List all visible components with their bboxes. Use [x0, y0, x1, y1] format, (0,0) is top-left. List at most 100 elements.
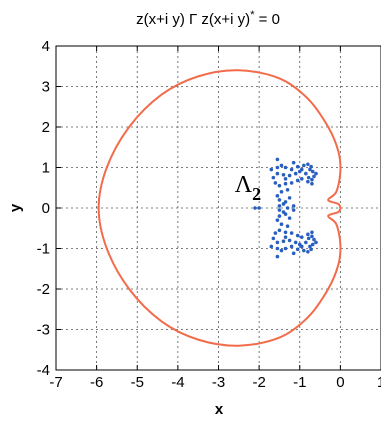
eigenvalue-point — [299, 244, 304, 249]
chart-title-superscript: * — [250, 9, 255, 21]
y-tick-label: 4 — [42, 38, 50, 55]
eigenvalue-point — [291, 208, 296, 212]
eigenvalue-point — [306, 175, 311, 180]
eigenvalue-point — [281, 202, 286, 206]
lambda-subscript: 2 — [252, 184, 261, 204]
eigenvalue-point — [273, 181, 278, 185]
eigenvalue-point — [285, 224, 290, 229]
eigenvalue-point — [279, 222, 284, 226]
eigenvalue-point — [277, 204, 282, 208]
y-axis-label: y — [7, 203, 24, 212]
x-tick-label: -7 — [49, 374, 62, 391]
eigenvalue-point — [306, 236, 311, 241]
eigenvalue-point — [275, 157, 280, 162]
eigenvalue-point — [277, 208, 282, 212]
eigenvalue-point — [275, 240, 280, 245]
eigenvalue-point — [295, 247, 300, 252]
eigenvalue-point — [271, 175, 276, 180]
eigenvalue-points — [253, 157, 318, 259]
x-tick-label: -6 — [90, 374, 103, 391]
eigenvalue-point — [289, 231, 294, 235]
eigenvalue-point — [309, 247, 313, 252]
eigenvalue-point — [289, 244, 294, 249]
eigenvalue-point — [283, 246, 288, 251]
y-tick-label: -1 — [37, 241, 50, 258]
eigenvalue-point — [277, 228, 282, 233]
eigenvalue-point — [279, 163, 284, 168]
eigenvalue-point — [304, 171, 308, 176]
eigenvalue-point — [306, 232, 310, 237]
eigenvalue-point — [283, 230, 288, 235]
lambda-symbol: Λ — [235, 172, 253, 198]
eigenvalue-point — [269, 244, 274, 249]
eigenvalue-point — [285, 206, 290, 210]
eigenvalue-point — [277, 214, 282, 218]
x-tick-label: -4 — [171, 374, 184, 391]
x-axis-label: x — [215, 401, 224, 418]
x-tick-label: 0 — [336, 374, 344, 391]
eigenvalue-point — [287, 173, 292, 178]
eigenvalue-point — [283, 181, 288, 186]
eigenvalue-point — [306, 162, 310, 167]
eigenvalue-point — [304, 240, 308, 245]
eigenvalue-point — [275, 218, 280, 222]
y-tick-label: 3 — [42, 79, 50, 96]
x-tick-label: -2 — [252, 374, 265, 391]
y-tick-label: -4 — [37, 362, 50, 379]
eigenvalue-point — [306, 249, 310, 254]
axis-ticks — [55, 45, 381, 371]
eigenvalue-point — [299, 235, 304, 239]
eigenvalue-point — [289, 167, 294, 172]
eigenvalue-point — [308, 244, 312, 249]
eigenvalue-point — [271, 236, 276, 241]
eigenvalue-point — [257, 206, 261, 210]
y-tick-label: -3 — [37, 322, 50, 339]
eigenvalue-point — [287, 196, 292, 200]
y-tick-label: 2 — [42, 119, 50, 136]
eigenvalue-point — [269, 167, 274, 172]
eigenvalue-point — [308, 167, 312, 172]
eigenvalue-point — [314, 171, 318, 176]
x-tick-label: -5 — [131, 374, 144, 391]
y-tick-label: -2 — [37, 281, 50, 298]
eigenvalue-point — [299, 167, 304, 172]
eigenvalue-point — [283, 177, 288, 181]
eigenvalue-point — [309, 164, 313, 169]
eigenvalue-point — [310, 234, 314, 239]
grid-lines — [56, 46, 381, 370]
eigenvalue-point — [310, 242, 315, 247]
eigenvalue-point — [281, 239, 286, 244]
eigenvalue-point — [287, 216, 292, 220]
eigenvalue-point — [287, 238, 292, 243]
eigenvalue-point — [283, 165, 288, 170]
eigenvalue-point — [279, 190, 284, 194]
lambda-annotation: Λ2 — [235, 172, 261, 204]
eigenvalue-point — [275, 165, 280, 170]
eigenvalue-point — [283, 235, 288, 239]
chart-title-tail: = 0 — [254, 11, 279, 28]
x-tick-label: 1 — [377, 374, 381, 391]
y-tick-label: 1 — [42, 160, 50, 177]
eigenvalue-point — [277, 198, 282, 202]
eigenvalue-point — [275, 194, 280, 198]
eigenvalue-point — [306, 179, 310, 184]
eigenvalue-point — [312, 174, 316, 179]
chart-title: z(x+i y) Γ z(x+i y)* = 0 — [136, 9, 280, 28]
eigenvalue-point — [285, 187, 290, 192]
eigenvalue-point — [302, 248, 306, 253]
eigenvalue-point — [279, 248, 284, 253]
eigenvalue-point — [253, 206, 257, 210]
eigenvalue-point — [314, 240, 318, 245]
eigenvalue-point — [293, 171, 298, 176]
eigenvalue-point — [291, 204, 296, 208]
eigenvalue-point — [291, 160, 296, 165]
eigenvalue-point — [275, 246, 280, 251]
eigenvalue-point — [312, 237, 316, 242]
eigenvalue-point — [291, 251, 296, 256]
eigenvalue-point — [310, 181, 314, 186]
eigenvalue-point — [277, 183, 282, 188]
eigenvalue-point — [275, 254, 280, 259]
eigenvalue-point — [310, 177, 314, 182]
eigenvalue-point — [295, 178, 300, 183]
eigenvalue-point — [293, 240, 298, 245]
